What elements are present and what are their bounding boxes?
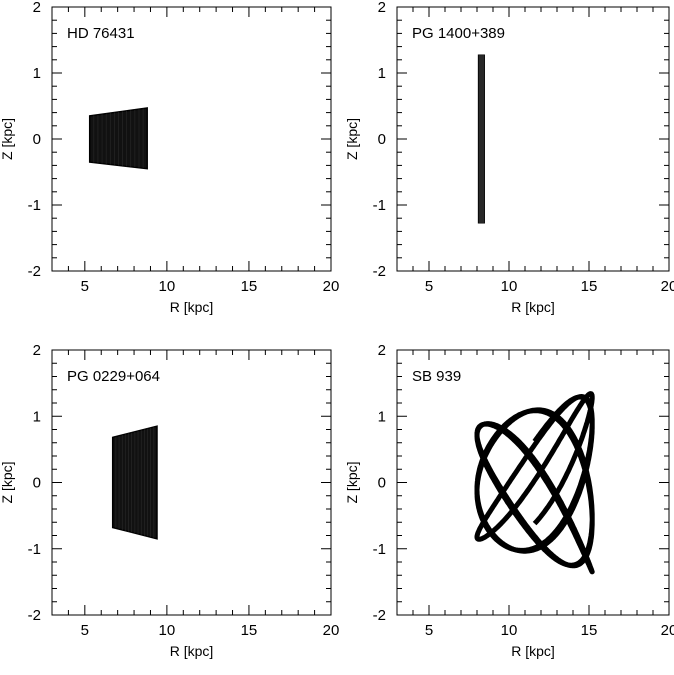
chart-panel-1: 5 10 15 20 -2 -1 0 1 2 R [kpc] Z [kpc] HD 76431: [0, 0, 339, 315]
orbit-path: [474, 391, 595, 575]
y-tick-label: 2: [378, 342, 386, 359]
panel-title: HD 76431: [67, 25, 135, 42]
x-tick-label: 15: [581, 278, 598, 295]
y-tick-label: 2: [33, 0, 41, 16]
x-tick-label: 5: [81, 278, 89, 295]
x-tick-label: 20: [661, 622, 674, 639]
x-tick-label: 15: [241, 622, 258, 639]
y-axis-label: Z [kpc]: [0, 461, 15, 503]
x-tick-label: 5: [425, 622, 433, 639]
y-tick-label: -2: [28, 607, 41, 624]
y-axis-label: Z [kpc]: [0, 118, 15, 160]
x-tick-label: 15: [581, 622, 598, 639]
y-tick-label: -1: [373, 197, 386, 214]
y-tick-label: 1: [378, 65, 386, 82]
y-tick-label: 0: [378, 475, 386, 492]
x-tick-label: 20: [323, 622, 340, 639]
panel-title: PG 1400+389: [412, 25, 505, 42]
panel-title: SB 939: [412, 368, 461, 385]
chart-panel-2: 5 10 15 20 -2 -1 0 1 2 R [kpc] Z [kpc] PG 1400+389: [344, 0, 674, 315]
y-axis-label: Z [kpc]: [344, 118, 360, 160]
y-tick-label: -1: [28, 541, 41, 558]
x-tick-label: 10: [501, 278, 518, 295]
y-tick-label: 0: [378, 131, 386, 148]
x-axis-label: R [kpc]: [511, 643, 555, 659]
y-tick-label: -1: [373, 541, 386, 558]
y-tick-label: 2: [33, 342, 41, 359]
x-axis-label: R [kpc]: [511, 299, 555, 315]
x-axis-label: R [kpc]: [170, 299, 214, 315]
y-axis-label: Z [kpc]: [344, 461, 360, 503]
chart-panel-4: 5 10 15 20 -2 -1 0 1 2 R [kpc] Z [kpc] SB 939: [344, 342, 674, 659]
x-axis-label: R [kpc]: [170, 643, 214, 659]
x-tick-label: 10: [159, 278, 176, 295]
y-tick-label: -2: [373, 607, 386, 624]
x-tick-label: 5: [81, 622, 89, 639]
y-tick-label: 1: [378, 408, 386, 425]
chart-panel-3: 5 10 15 20 -2 -1 0 1 2 R [kpc] Z [kpc] PG 0229+064: [0, 342, 339, 659]
x-tick-label: 15: [241, 278, 258, 295]
y-tick-label: -2: [373, 263, 386, 280]
y-tick-label: 1: [33, 65, 41, 82]
x-tick-label: 10: [159, 622, 176, 639]
y-tick-label: -1: [28, 197, 41, 214]
y-tick-label: 0: [33, 475, 41, 492]
x-tick-label: 20: [323, 278, 340, 295]
plot-frame: [51, 349, 332, 616]
x-tick-label: 10: [501, 622, 518, 639]
y-tick-label: 2: [378, 0, 386, 16]
panel-title: PG 0229+064: [67, 368, 160, 385]
plot-frame: [396, 6, 670, 272]
y-tick-label: 0: [33, 131, 41, 148]
y-tick-label: 1: [33, 408, 41, 425]
y-tick-label: -2: [28, 263, 41, 280]
x-tick-label: 5: [425, 278, 433, 295]
x-tick-label: 20: [661, 278, 674, 295]
